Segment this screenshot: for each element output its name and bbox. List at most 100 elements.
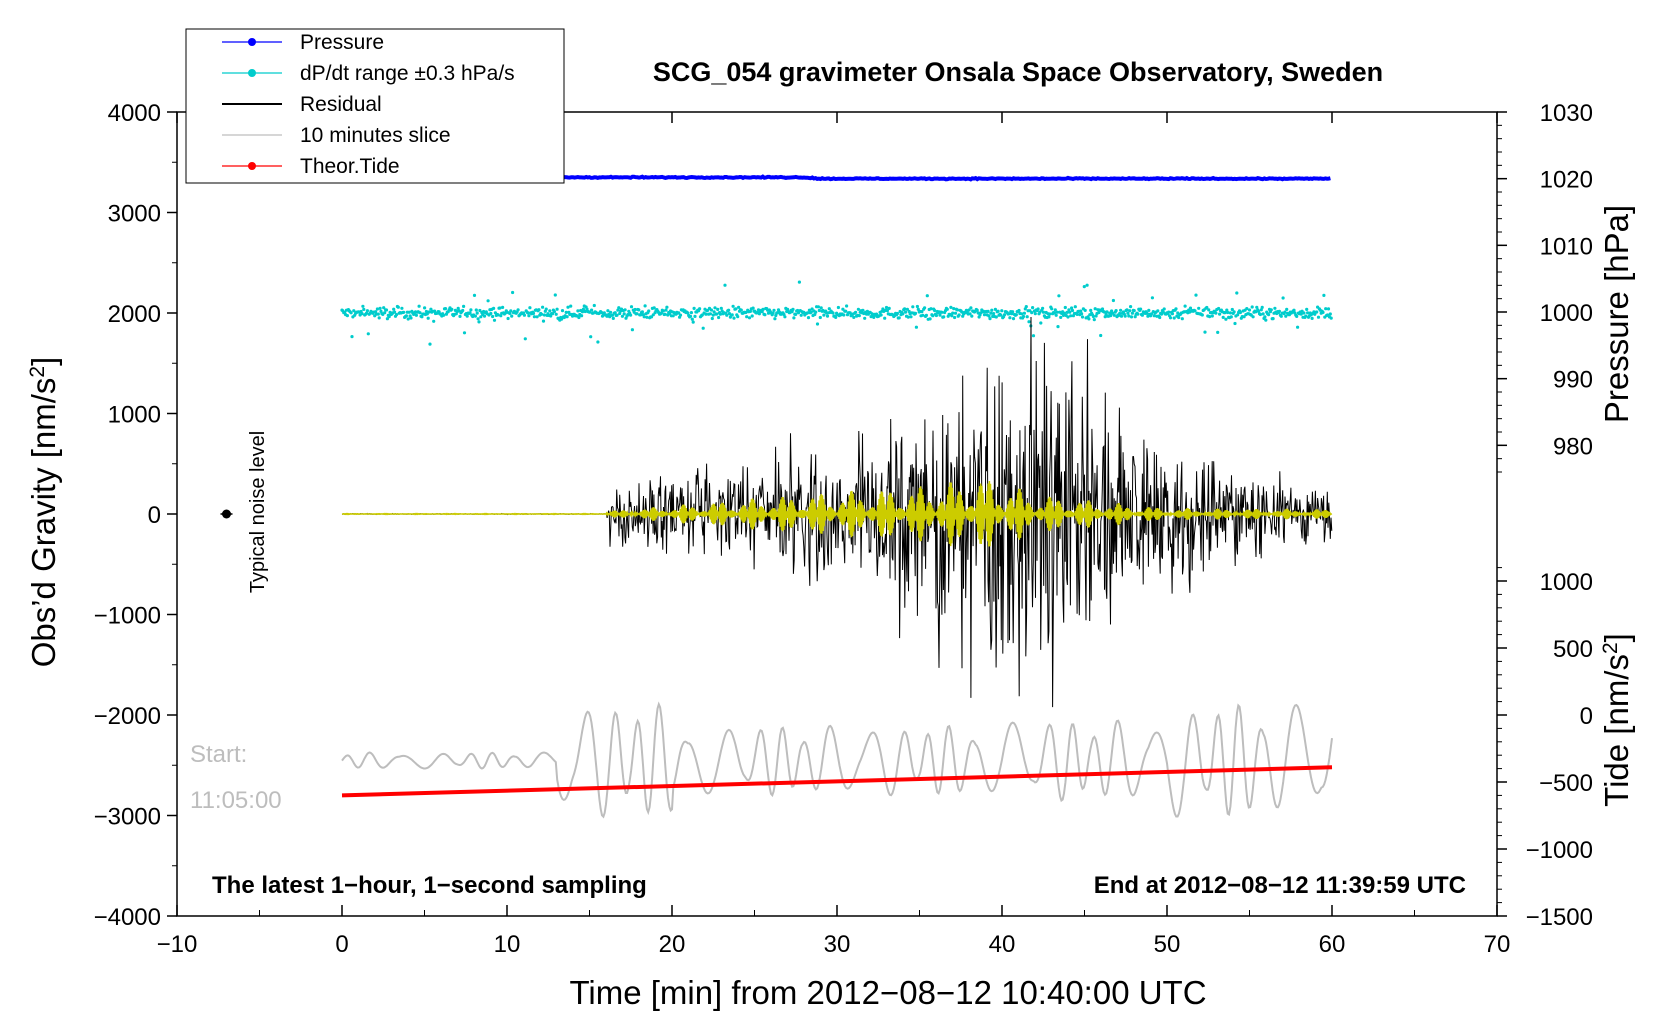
dpdt-point (689, 311, 694, 315)
dpdt-point (772, 308, 776, 312)
dpdt-point (630, 328, 635, 332)
dpdt-point (1053, 308, 1057, 312)
dpdt-point (564, 310, 568, 314)
dpdt-point (1292, 308, 1296, 312)
dpdt-point (914, 325, 919, 329)
dpdt-point (577, 315, 581, 320)
dpdt-point (1030, 311, 1034, 315)
dpdt-point (701, 326, 705, 330)
dpdt-point (649, 315, 654, 319)
dpdt-point (928, 317, 932, 321)
dpdt-point (993, 307, 998, 311)
dpdt-point (718, 312, 723, 316)
dpdt-point (989, 311, 993, 315)
dpdt-point (845, 304, 849, 308)
y-right-tick-label: 1010 (1540, 233, 1593, 260)
dpdt-point (806, 316, 811, 320)
dpdt-point (478, 308, 482, 313)
dpdt-point (432, 319, 436, 323)
dpdt-point (816, 305, 821, 309)
dpdt-point (349, 311, 353, 315)
dpdt-point (744, 310, 748, 315)
y-right-tick-label: −1500 (1526, 904, 1593, 931)
dpdt-point (1223, 311, 1227, 315)
dpdt-point (611, 316, 615, 320)
series-filtered (342, 480, 1333, 547)
dpdt-point (433, 309, 437, 313)
dpdt-point (903, 307, 907, 311)
y-right-tick-label: −1000 (1526, 837, 1593, 864)
dpdt-point (475, 311, 479, 315)
dpdt-point (1258, 312, 1262, 317)
dpdt-point (1129, 305, 1133, 309)
dpdt-point (548, 309, 552, 313)
dpdt-point (1047, 315, 1051, 319)
dpdt-point (1295, 314, 1299, 318)
dpdt-point (560, 309, 565, 313)
dpdt-point (1170, 312, 1174, 316)
dpdt-point (350, 335, 354, 339)
dpdt-point (975, 308, 979, 312)
dpdt-point (442, 313, 446, 317)
dpdt-point (1236, 313, 1240, 317)
dpdt-point (771, 311, 775, 315)
dpdt-point (1156, 309, 1160, 313)
dpdt-point (1197, 306, 1201, 310)
dpdt-point (1094, 314, 1098, 318)
dpdt-point (773, 317, 777, 321)
legend: Pressure dP/dt range ±0.3 hPa/s Residual 10… (185, 28, 565, 184)
dpdt-point (643, 304, 647, 308)
dpdt-point (1114, 309, 1118, 313)
dpdt-point (809, 310, 813, 314)
dpdt-point (1119, 314, 1124, 318)
dpdt-point (402, 310, 406, 314)
dpdt-point (1000, 309, 1004, 313)
y-axis-tide-title-sup: 2 (1599, 642, 1622, 654)
dpdt-point (1066, 315, 1070, 319)
dpdt-point (708, 312, 713, 316)
dpdt-point (940, 310, 944, 314)
dpdt-point (1065, 310, 1069, 314)
dpdt-point (1305, 307, 1309, 311)
y-left-tick-label: −3000 (94, 804, 161, 831)
dpdt-point (942, 315, 946, 319)
dpdt-point (1127, 314, 1131, 318)
dpdt-point (376, 312, 380, 316)
dpdt-point (510, 290, 515, 295)
dpdt-point (1099, 333, 1103, 338)
dpdt-point (1326, 307, 1331, 311)
dpdt-point (1055, 310, 1059, 314)
x-tick-label: 40 (989, 931, 1016, 958)
dpdt-point (580, 314, 584, 318)
dpdt-point (1083, 308, 1087, 312)
dpdt-point (420, 315, 424, 319)
dpdt-point (589, 335, 593, 339)
x-tick-label: 10 (494, 931, 521, 958)
dpdt-point (693, 314, 697, 318)
dpdt-point (1149, 312, 1154, 316)
dpdt-point (509, 309, 513, 313)
dpdt-point (659, 311, 664, 315)
dpdt-point (692, 306, 696, 310)
dpdt-point (1002, 313, 1007, 317)
dpdt-point (792, 316, 796, 320)
y-right-tick-label: 0 (1580, 703, 1593, 730)
dpdt-point (794, 312, 798, 316)
dpdt-point (836, 305, 841, 310)
dpdt-point (736, 315, 740, 319)
dpdt-point (555, 307, 559, 311)
dpdt-point (540, 312, 544, 316)
dpdt-point (364, 311, 369, 315)
dpdt-point (841, 307, 845, 311)
dpdt-point (473, 314, 477, 318)
dpdt-point (748, 309, 753, 313)
dpdt-point (554, 312, 558, 316)
dpdt-point (404, 314, 408, 318)
dpdt-point (1050, 307, 1054, 311)
dpdt-point (508, 311, 512, 315)
dpdt-point (1230, 307, 1234, 312)
dpdt-point (1052, 311, 1056, 315)
dpdt-point (1216, 330, 1220, 334)
dpdt-point (652, 306, 656, 310)
dpdt-point (1105, 310, 1109, 314)
